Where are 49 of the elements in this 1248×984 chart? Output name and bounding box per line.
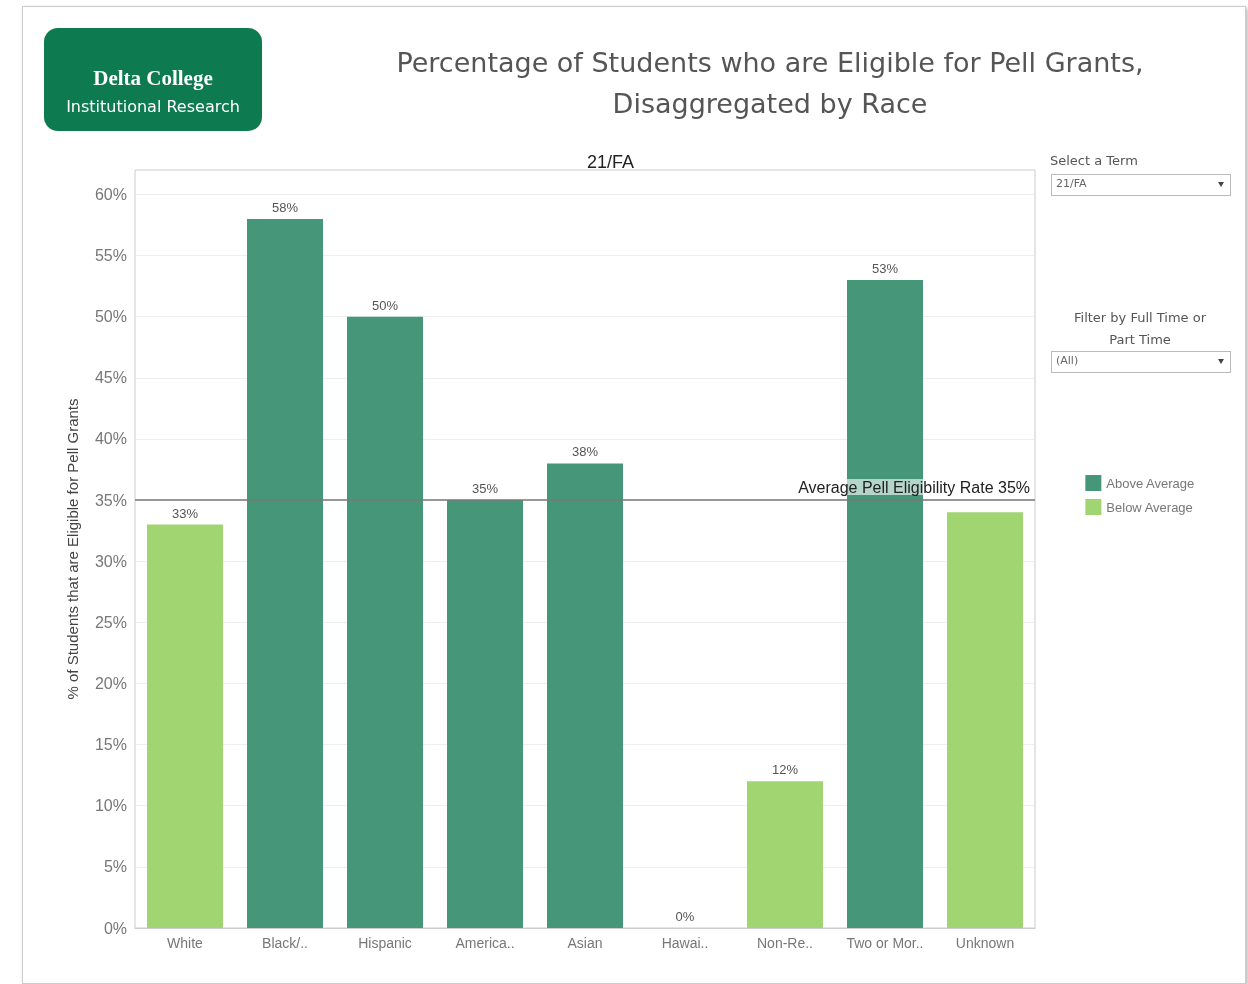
x-tick-label: Asian	[567, 935, 603, 951]
data-label: 53%	[871, 261, 899, 277]
y-tick-label: 10%	[94, 797, 127, 815]
data-label: 33%	[171, 505, 199, 521]
x-tick-label: White	[167, 935, 204, 951]
text: Select a Term	[1050, 153, 1138, 168]
filter-dropdown: (All)	[1051, 351, 1231, 373]
text: Filter by Full Time or Part Time	[1073, 309, 1207, 349]
text: Delta College	[92, 66, 214, 91]
x-tick-label: America..	[455, 935, 515, 951]
legend-label: Above Average	[1106, 475, 1195, 491]
chart-title: Percentage of Students who are Eligible for Pell Grants, Disaggregated by Race	[395, 46, 1145, 121]
legend-label: Below Average	[1106, 499, 1193, 515]
bar	[947, 512, 1023, 928]
y-tick-label: 55%	[94, 247, 127, 265]
y-axis-title: % of Students that are Eligible for Pell Grants	[64, 398, 81, 700]
bar	[547, 463, 623, 928]
y-tick-label: 50%	[94, 308, 127, 326]
x-tick-label: Non-Re..	[756, 935, 814, 951]
y-tick-label: 30%	[94, 552, 127, 570]
bar	[147, 524, 223, 928]
x-tick-label: Hispanic	[358, 935, 412, 951]
y-tick-label: 0%	[103, 919, 127, 937]
term-dropdown: 21/FA	[1051, 174, 1231, 196]
chart-subtitle: 21/FA	[587, 152, 635, 172]
bar	[447, 500, 523, 928]
bar	[247, 218, 323, 928]
y-tick-label: 45%	[94, 369, 127, 387]
bar	[347, 316, 423, 928]
y-tick-label: 60%	[94, 185, 127, 203]
data-label: 0%	[675, 909, 695, 924]
data-label: 50%	[371, 297, 399, 313]
bar	[747, 781, 823, 928]
text: Institutional Research	[65, 97, 241, 116]
y-tick-label: 20%	[94, 674, 127, 692]
data-label: 12%	[771, 762, 799, 778]
ref-line-label: Average Pell Eligibility Rate 35%	[798, 478, 1030, 496]
x-tick-label: Black/..	[262, 935, 308, 951]
x-tick-label: Hawai..	[661, 935, 709, 951]
y-tick-label: 5%	[103, 858, 127, 876]
y-tick-label: 40%	[94, 430, 127, 448]
data-label: 35%	[471, 481, 499, 497]
x-tick-label: Unknown	[955, 935, 1015, 951]
x-tick-label: Two or Mor..	[846, 935, 924, 951]
data-label: 38%	[571, 444, 599, 460]
y-tick-label: 15%	[94, 736, 127, 754]
y-tick-label: 35%	[94, 491, 127, 509]
y-tick-label: 25%	[94, 613, 127, 631]
data-label: 58%	[271, 199, 299, 215]
